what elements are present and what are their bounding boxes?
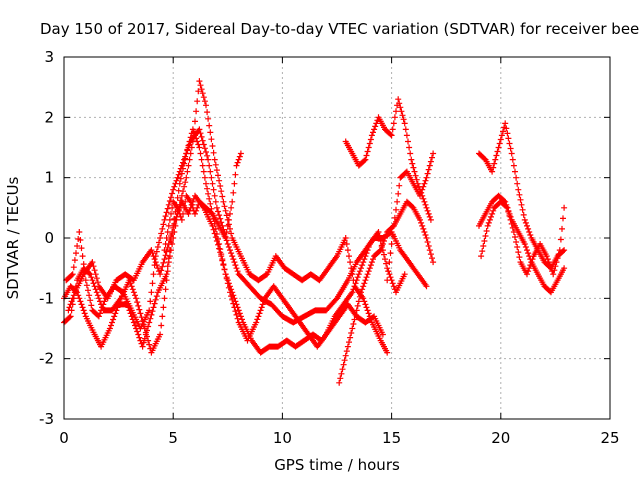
y-tick-label: -1: [39, 289, 54, 307]
x-tick-label: 25: [600, 429, 619, 447]
series-4: [65, 192, 408, 350]
series-10: [476, 192, 568, 296]
series-8-markers: [384, 150, 437, 284]
series-10-markers: [476, 192, 568, 296]
chart-title: Day 150 of 2017, Sidereal Day-to-day VTE…: [40, 20, 640, 38]
y-tick-label: 2: [44, 108, 54, 126]
x-axis-ticks: 0 5 10 15 20 25: [59, 57, 620, 447]
series-11-markers: [478, 198, 568, 278]
series-1-markers: [61, 126, 386, 356]
series-7-markers: [342, 96, 434, 223]
series-11: [478, 198, 568, 278]
series-6-markers: [336, 198, 437, 386]
series-9-markers: [476, 120, 568, 272]
y-tick-label: 0: [44, 229, 54, 247]
y-axis-ticks: -3 -2 -1 0 1 2 3: [39, 48, 610, 428]
y-axis-label: SDTVAR / TECUs: [4, 176, 22, 299]
series-8: [384, 150, 437, 284]
x-tick-label: 0: [59, 429, 69, 447]
y-tick-label: -2: [39, 350, 54, 368]
y-tick-label: 3: [44, 48, 54, 66]
x-tick-label: 20: [491, 429, 510, 447]
x-axis-label: GPS time / hours: [274, 456, 400, 474]
series-5: [161, 150, 244, 254]
grid-lines: [64, 57, 610, 419]
y-tick-label: -3: [39, 410, 54, 428]
series-9: [476, 120, 568, 272]
y-tick-label: 1: [44, 169, 54, 187]
x-tick-label: 10: [273, 429, 292, 447]
series-4-markers: [65, 192, 408, 350]
series-7: [342, 96, 434, 223]
x-tick-label: 15: [382, 429, 401, 447]
series-1: [61, 126, 386, 356]
series-6: [336, 198, 437, 386]
series-5-markers: [161, 150, 244, 254]
data-points: [61, 78, 568, 386]
x-tick-label: 5: [168, 429, 178, 447]
